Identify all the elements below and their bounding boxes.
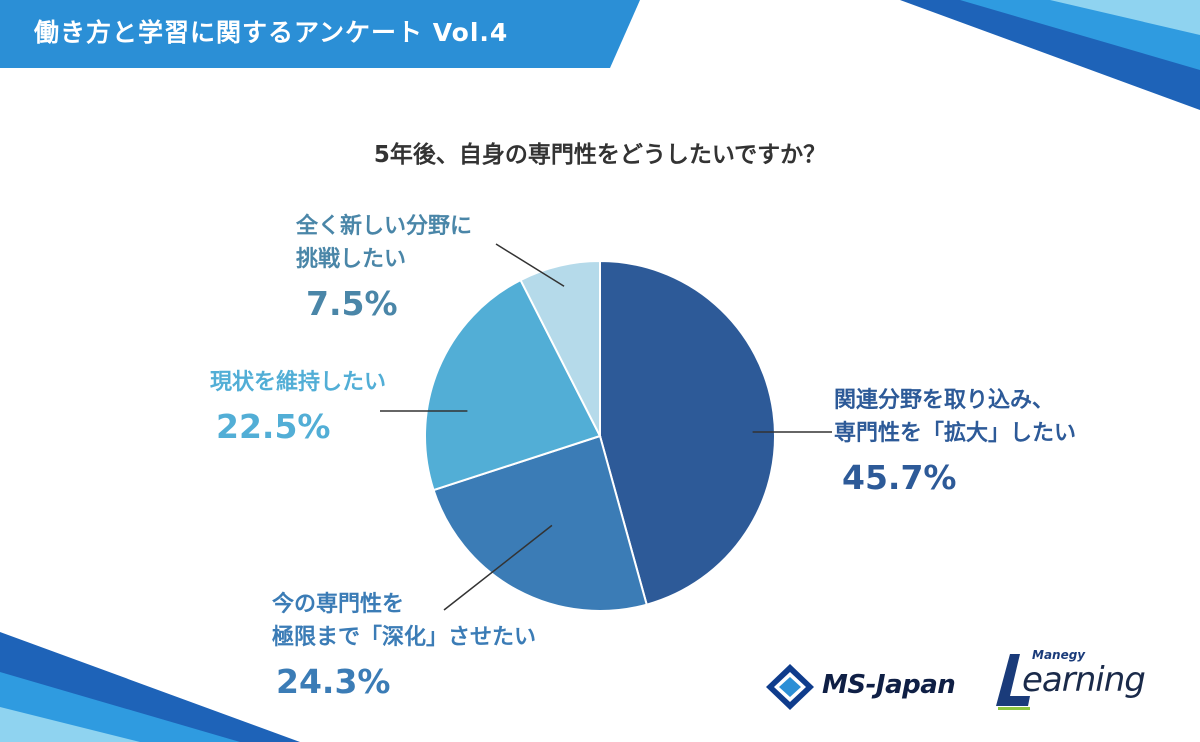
slice-percent: 24.3% [276, 662, 391, 701]
pie-slice-new [519, 259, 601, 437]
slice-label-line2: 専門性を「拡大」したい [834, 421, 1077, 446]
slice-label-line1: 現状を維持したい [210, 370, 387, 395]
slice-label-line2: 挑戦したい [296, 247, 407, 272]
ms-japan-logo: MS-Japan [764, 662, 984, 712]
slice-label-line1: 全く新しい分野に [296, 214, 473, 239]
slice-label-expand: 関連分野を取り込み、 専門性を「拡大」したい 45.7% [834, 384, 1076, 500]
slice-percent: 45.7% [842, 458, 957, 497]
pie-slice-maintain [424, 278, 602, 492]
learning-text: earning [1022, 660, 1146, 700]
slice-label-line2: 極限まで「深化」させたい [272, 625, 537, 650]
manegy-text: Manegy [1032, 648, 1086, 662]
leader-line-new [495, 243, 565, 287]
decorative-stripes-top [900, 0, 1200, 110]
slice-label-new: 全く新しい分野に 挑戦したい 7.5% [296, 210, 472, 326]
slice-percent: 7.5% [306, 284, 398, 323]
pie-slice-expand [599, 259, 776, 606]
chart-title: 5年後、自身の専門性をどうしたいですか？ [373, 142, 827, 168]
slice-label-line1: 今の専門性を [272, 592, 405, 617]
header-title: 働き方と学習に関するアンケート Vol.4 [34, 18, 509, 47]
pie-slice-deepen [432, 434, 648, 612]
leader-line-deepen [443, 524, 553, 611]
footer-logos: MS-Japan Manegy earning [764, 648, 1164, 712]
slice-label-line1: 関連分野を取り込み、 [834, 388, 1055, 413]
slice-label-maintain: 現状を維持したい 22.5% [210, 366, 386, 449]
decorative-stripes-bottom [0, 632, 300, 742]
manegy-learning-logo: Manegy earning [996, 648, 1166, 712]
header-banner [0, 0, 640, 68]
slice-percent: 22.5% [216, 407, 331, 446]
slice-label-deepen: 今の専門性を 極限まで「深化」させたい 24.3% [272, 588, 536, 704]
learning-l-mark-icon [996, 654, 1030, 710]
ms-japan-mark-icon [766, 664, 814, 710]
ms-japan-text: MS-Japan [822, 670, 956, 700]
